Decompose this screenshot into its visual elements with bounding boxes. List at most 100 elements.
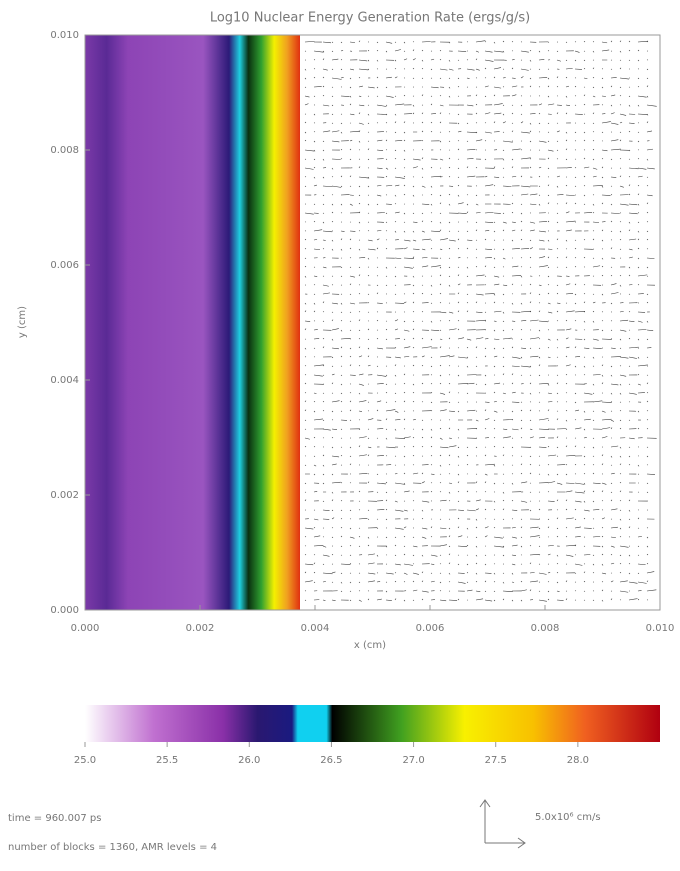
- vector: [511, 148, 521, 151]
- vector: [637, 427, 640, 430]
- vector: [421, 256, 428, 259]
- vector: [313, 473, 316, 476]
- vector: [592, 310, 595, 313]
- vector: [421, 121, 424, 124]
- vector: [421, 220, 424, 223]
- vector: [304, 563, 314, 566]
- vector: [403, 563, 414, 566]
- vector: [628, 167, 639, 170]
- vector: [511, 482, 514, 485]
- vector: [484, 347, 487, 350]
- vector: [340, 266, 343, 268]
- vector: [385, 41, 393, 44]
- vector: [574, 247, 577, 250]
- vector: [466, 454, 469, 457]
- vector: [547, 284, 550, 286]
- vector: [565, 383, 568, 385]
- vector: [565, 112, 568, 115]
- vector: [448, 391, 451, 394]
- vector: [466, 77, 470, 79]
- vector: [331, 185, 342, 188]
- vector: [592, 148, 595, 151]
- vector: [439, 329, 442, 331]
- vector: [430, 166, 433, 169]
- vector: [475, 499, 481, 502]
- vector: [403, 320, 406, 323]
- vector: [637, 284, 640, 286]
- vector: [430, 580, 435, 583]
- vector: [403, 329, 410, 332]
- vector: [448, 454, 451, 457]
- vector: [574, 427, 582, 430]
- vector: [646, 40, 649, 43]
- vector: [349, 590, 352, 592]
- vector: [403, 184, 406, 187]
- vector: [565, 229, 572, 232]
- vector: [340, 535, 343, 538]
- vector: [619, 347, 622, 349]
- vector: [628, 554, 631, 557]
- vector: [349, 238, 352, 241]
- vector: [637, 113, 648, 115]
- vector: [610, 266, 613, 268]
- vector: [529, 229, 535, 232]
- vector: [547, 122, 550, 124]
- vector: [610, 491, 613, 494]
- vector: [439, 274, 442, 277]
- vector: [601, 194, 611, 196]
- vector: [394, 554, 397, 556]
- vector: [340, 302, 343, 305]
- vector: [574, 463, 577, 466]
- vector: [466, 392, 469, 394]
- vector: [448, 203, 451, 206]
- vector: [448, 401, 451, 403]
- vector: [340, 338, 351, 340]
- vector: [646, 238, 649, 241]
- vector: [493, 266, 496, 268]
- vector: [394, 131, 397, 134]
- vector: [493, 419, 496, 421]
- vector: [340, 76, 344, 79]
- vector: [493, 382, 501, 385]
- vector: [511, 329, 514, 331]
- vector: [529, 509, 532, 512]
- vector: [421, 571, 424, 574]
- vector: [349, 311, 352, 313]
- vector: [322, 599, 326, 601]
- vector: [610, 347, 616, 349]
- vector: [520, 338, 523, 341]
- vector: [565, 293, 574, 295]
- vector: [304, 310, 307, 313]
- vector: [367, 347, 370, 350]
- vector: [466, 490, 469, 493]
- vector: [601, 121, 611, 124]
- vector: [457, 184, 460, 187]
- vector: [439, 229, 442, 232]
- vector: [331, 58, 339, 61]
- vector: [304, 103, 309, 106]
- vector: [592, 437, 595, 439]
- vector: [529, 193, 538, 196]
- vector: [511, 428, 519, 431]
- vector: [511, 221, 516, 223]
- vector: [538, 239, 545, 242]
- vector: [601, 599, 604, 602]
- vector: [394, 149, 397, 152]
- vector: [376, 581, 381, 583]
- vector: [430, 563, 435, 565]
- vector: [403, 94, 406, 97]
- vector: [394, 167, 397, 169]
- vector: [448, 581, 451, 583]
- vector: [556, 149, 559, 151]
- vector: [457, 517, 460, 520]
- vector: [421, 265, 429, 268]
- vector: [385, 95, 394, 98]
- vector: [556, 535, 559, 538]
- vector: [637, 230, 640, 233]
- vector: [529, 59, 532, 62]
- vector: [349, 86, 352, 89]
- vector: [565, 95, 568, 98]
- vector: [583, 482, 586, 485]
- vector: [340, 203, 343, 206]
- vector: [493, 590, 496, 593]
